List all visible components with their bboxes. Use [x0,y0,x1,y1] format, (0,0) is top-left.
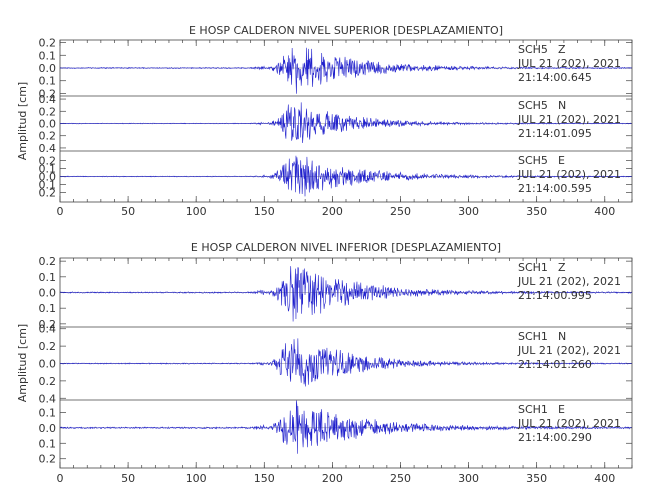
y-tick-label: 0.2 [39,375,57,388]
x-tick-label: 100 [186,472,207,485]
x-tick-label: 300 [458,205,479,218]
date-label: JUL 21 (202), 2021 [517,57,621,70]
station-label: SCH1 E [518,403,565,416]
waveform-line [59,266,632,322]
y-tick-label: 0.2 [39,318,57,331]
date-label: JUL 21 (202), 2021 [517,417,621,430]
x-tick-label: 300 [458,472,479,485]
y-tick-label: 0.0 [39,358,57,371]
date-label: JUL 21 (202), 2021 [517,344,621,357]
chart-panel-2: E HOSP CALDERON NIVEL INFERIOR [DESPLAZA… [16,241,633,485]
x-tick-label: 150 [254,205,275,218]
station-label: SCH1 N [518,330,566,343]
y-tick-label: 0.0 [39,62,57,75]
component-code: E [558,403,565,416]
date-label: JUL 21 (202), 2021 [517,168,621,181]
time-label: 21:14:00.290 [518,431,592,444]
y-tick-label: 0.1 [39,163,57,176]
component-code: N [558,99,566,112]
station-code: SCH5 [518,99,548,112]
x-tick-label: 200 [322,205,343,218]
waveform-line [59,338,632,387]
y-axis-label: Amplitud [cm] [16,324,29,402]
component-code: Z [558,43,566,56]
y-tick-label: 0.2 [39,87,57,100]
x-tick-label: 250 [390,472,411,485]
station-code: SCH1 [518,261,548,274]
x-tick-label: 400 [594,205,615,218]
x-tick-label: 400 [594,472,615,485]
station-code: SCH5 [518,43,548,56]
chart-title: E HOSP CALDERON NIVEL SUPERIOR [DESPLAZA… [189,24,503,37]
x-tick-label: 100 [186,205,207,218]
y-tick-label: 0.1 [39,75,57,88]
y-tick-label: 0.2 [39,340,57,353]
station-code: SCH1 [518,403,548,416]
y-tick-label: 0.1 [39,178,57,191]
station-label: SCH5 Z [518,43,566,56]
y-tick-label: 0.0 [39,118,57,131]
y-tick-label: 0.2 [39,186,57,199]
x-tick-label: 150 [254,472,275,485]
x-tick-label: 250 [390,205,411,218]
y-tick-label: 0.2 [39,130,57,143]
y-tick-label: 0.2 [39,105,57,118]
y-tick-label: 0.1 [39,49,57,62]
time-label: 21:14:00.595 [518,182,592,195]
component-code: E [558,154,565,167]
y-tick-label: 0.4 [39,392,57,405]
time-label: 21:14:00.645 [518,71,592,84]
x-tick-label: 350 [526,472,547,485]
chart-title: E HOSP CALDERON NIVEL INFERIOR [DESPLAZA… [191,241,501,254]
date-label: JUL 21 (202), 2021 [517,113,621,126]
time-label: 21:14:01.095 [518,127,592,140]
station-code: SCH5 [518,154,548,167]
waveform-line [59,47,632,94]
y-tick-label: 0.0 [39,171,57,184]
y-tick-label: 0.2 [39,255,57,268]
x-tick-label: 0 [57,472,64,485]
station-code: SCH1 [518,330,548,343]
y-tick-label: 0.4 [39,142,57,155]
y-tick-label: 0.1 [39,271,57,284]
y-tick-label: 0.0 [39,287,57,300]
station-label: SCH1 Z [518,261,566,274]
time-label: 21:14:00.995 [518,289,592,302]
y-tick-label: 0.1 [39,302,57,315]
x-tick-label: 50 [121,472,135,485]
waveform-line [59,102,632,143]
x-tick-label: 50 [121,205,135,218]
y-tick-label: 0.4 [39,323,57,336]
y-axis-label: Amplitud [cm] [16,82,29,160]
x-tick-label: 0 [57,205,64,218]
x-tick-label: 350 [526,205,547,218]
station-label: SCH5 E [518,154,565,167]
y-tick-label: 0.4 [39,93,57,106]
station-label: SCH5 N [518,99,566,112]
date-label: JUL 21 (202), 2021 [517,275,621,288]
y-tick-label: 0.2 [39,453,57,466]
time-label: 21:14:01.260 [518,358,592,371]
y-tick-label: 0.1 [39,406,57,419]
chart-panel-1: E HOSP CALDERON NIVEL SUPERIOR [DESPLAZA… [16,24,633,218]
y-tick-label: 0.2 [39,37,57,50]
component-code: N [558,330,566,343]
x-tick-label: 200 [322,472,343,485]
y-tick-label: 0.1 [39,437,57,450]
waveform-line [59,155,632,197]
waveform-line [59,400,632,454]
component-code: Z [558,261,566,274]
y-tick-label: 0.0 [39,422,57,435]
y-tick-label: 0.2 [39,155,57,168]
